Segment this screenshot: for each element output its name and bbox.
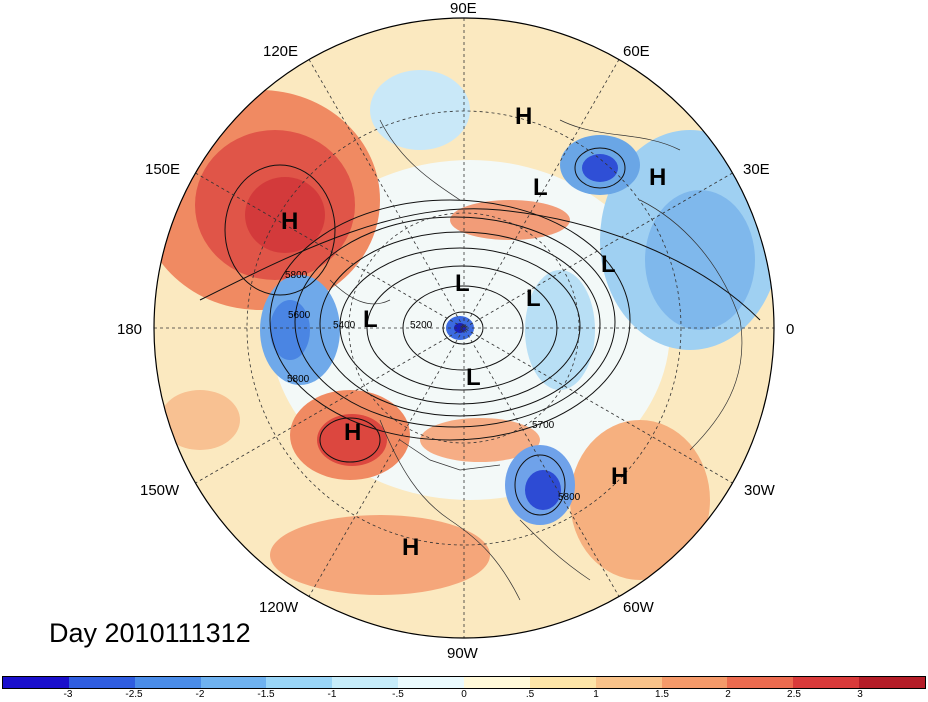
colorbar-tick-label: -2.5 bbox=[125, 689, 142, 700]
colorbar-tick-label: 2 bbox=[725, 689, 731, 700]
colorbar-tick-label: -1 bbox=[328, 689, 337, 700]
colorbar bbox=[2, 676, 926, 689]
colorbar-tick-label: 1.5 bbox=[655, 689, 669, 700]
warm-anomaly-subtropical bbox=[270, 515, 490, 595]
contour-label: 5700 bbox=[532, 420, 555, 431]
longitude-label-90e: 90E bbox=[450, 0, 477, 17]
colorbar-tick-label: 2.5 bbox=[787, 689, 801, 700]
colorbar-tick-label: -2 bbox=[196, 689, 205, 700]
colorbar-swatch bbox=[727, 677, 793, 688]
colorbar-swatch bbox=[530, 677, 596, 688]
colorbar-swatch bbox=[596, 677, 662, 688]
colorbar-tick-label: .5 bbox=[526, 689, 534, 700]
colorbar-swatch bbox=[201, 677, 267, 688]
contour-label: 5800 bbox=[285, 270, 308, 281]
colorbar-tick-label: -.5 bbox=[392, 689, 404, 700]
colorbar-tick-label: 0 bbox=[461, 689, 467, 700]
colorbar-swatch bbox=[3, 677, 69, 688]
contour-label: 5600 bbox=[288, 310, 311, 321]
contour-label: 5400 bbox=[333, 320, 356, 331]
colorbar-swatch bbox=[793, 677, 859, 688]
colorbar-swatch bbox=[859, 677, 925, 688]
colorbar-swatch bbox=[662, 677, 728, 688]
warm-anomaly-atlantic bbox=[570, 420, 710, 580]
colorbar-swatch bbox=[464, 677, 530, 688]
colorbar-tick-label: 3 bbox=[857, 689, 863, 700]
low-center-barents: L bbox=[601, 251, 616, 278]
colorbar-tick-label: -3 bbox=[64, 689, 73, 700]
longitude-label-30e: 30E bbox=[743, 161, 770, 178]
low-center-arctic: L bbox=[455, 270, 470, 297]
contour-label: 5200 bbox=[410, 320, 433, 331]
low-center-scandinavia: L bbox=[533, 174, 548, 201]
colorbar-swatch bbox=[135, 677, 201, 688]
high-center-pacific-west: H bbox=[281, 208, 298, 235]
contour-label: 5800 bbox=[287, 374, 310, 385]
polar-map: 5800 5600 5400 5200 5800 5700 5800 H H H… bbox=[0, 0, 928, 676]
longitude-label-150e: 150E bbox=[145, 161, 180, 178]
colorbar-swatch bbox=[266, 677, 332, 688]
high-center-atlantic: H bbox=[611, 463, 628, 490]
date-label: Day 2010111312 bbox=[49, 618, 251, 649]
high-center-pacific-east: H bbox=[344, 419, 361, 446]
colorbar-swatch bbox=[398, 677, 464, 688]
colorbar-tick-label: 1 bbox=[593, 689, 599, 700]
colorbar-ticks: -3 -2.5 -2 -1.5 -1 -.5 0 .5 1 1.5 2 2.5 3 bbox=[2, 689, 926, 702]
longitude-label-120e: 120E bbox=[263, 43, 298, 60]
longitude-label-180: 180 bbox=[117, 321, 142, 338]
colorbar-swatch bbox=[332, 677, 398, 688]
low-center-bering: L bbox=[363, 306, 378, 333]
high-center-europe-east: H bbox=[649, 164, 666, 191]
colorbar-tick-label: -1.5 bbox=[257, 689, 274, 700]
longitude-label-60w: 60W bbox=[623, 599, 655, 616]
colorbar-swatch bbox=[69, 677, 135, 688]
low-center-greenland: L bbox=[526, 285, 541, 312]
high-center-siberia: H bbox=[515, 103, 532, 130]
longitude-label-90w: 90W bbox=[447, 645, 479, 662]
high-center-subtropical: H bbox=[402, 534, 419, 561]
longitude-label-30w: 30W bbox=[744, 482, 776, 499]
longitude-label-150w: 150W bbox=[140, 482, 180, 499]
longitude-label-120w: 120W bbox=[259, 599, 299, 616]
longitude-label-60e: 60E bbox=[623, 43, 650, 60]
longitude-label-0: 0 bbox=[786, 321, 794, 338]
low-center-canada: L bbox=[466, 364, 481, 391]
